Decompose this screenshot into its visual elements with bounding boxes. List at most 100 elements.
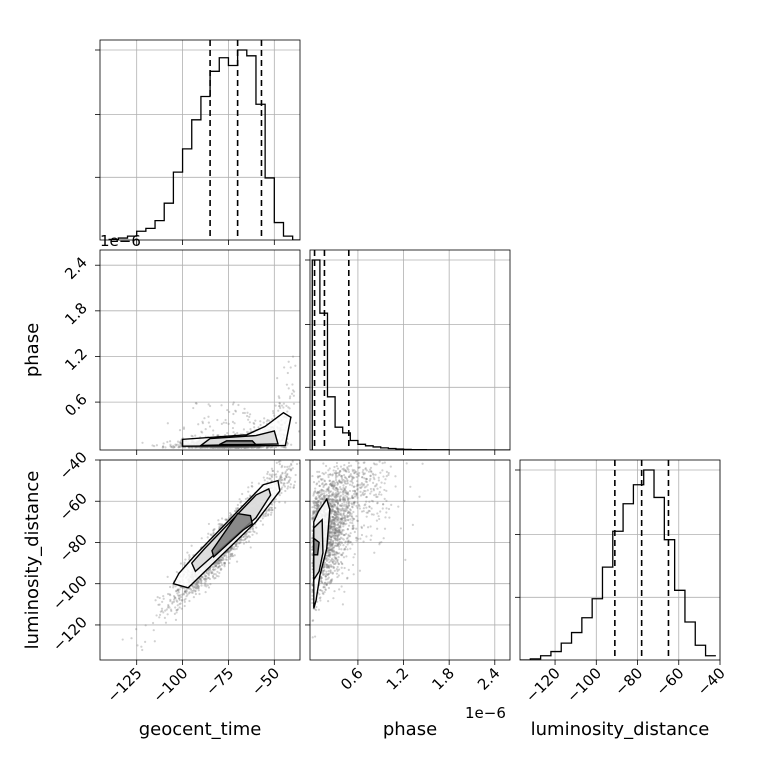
scatter-point: [322, 462, 324, 464]
scatter-point: [281, 465, 283, 467]
scatter-point: [229, 550, 231, 552]
scatter-point: [283, 482, 285, 484]
scatter-point: [207, 577, 209, 579]
scatter-point: [365, 507, 367, 509]
scatter-point: [282, 406, 284, 408]
scatter-point: [167, 422, 169, 424]
scatter-point: [159, 614, 161, 616]
scatter-point: [359, 538, 361, 540]
scatter-point: [262, 517, 264, 519]
scatter-point: [288, 465, 290, 467]
scatter-point: [271, 470, 273, 472]
scatter-point: [350, 532, 352, 534]
scatter-point: [248, 416, 250, 418]
scatter-point: [221, 423, 223, 425]
scatter-point: [161, 601, 163, 603]
scatter-point: [229, 512, 231, 514]
scatter-point: [292, 389, 294, 391]
scatter-point: [180, 596, 182, 598]
scatter-point: [213, 573, 215, 575]
scatter-point: [174, 596, 176, 598]
scatter-point: [167, 576, 169, 578]
scatter-point: [290, 483, 292, 485]
scatter-point: [169, 586, 171, 588]
scatter-point: [232, 403, 234, 405]
scatter-point: [279, 463, 281, 465]
scatter-point: [229, 555, 231, 557]
scatter-point: [204, 575, 206, 577]
scatter-point: [348, 462, 350, 464]
scatter-point: [263, 476, 265, 478]
scatter-point: [286, 384, 288, 386]
scatter-point: [240, 446, 242, 448]
scatter-point: [169, 444, 171, 446]
scatter-point: [136, 644, 138, 646]
scatter-point: [271, 468, 273, 470]
contour-level-2: [219, 441, 256, 445]
scatter-point: [277, 410, 279, 412]
scatter-point: [144, 641, 146, 643]
scatter-point: [249, 536, 251, 538]
scatter-point: [179, 429, 181, 431]
scatter-point: [212, 429, 214, 431]
scatter-point: [286, 482, 288, 484]
scatter-point: [290, 444, 292, 446]
scatter-point: [190, 588, 192, 590]
scatter-point: [180, 442, 182, 444]
scatter-point: [181, 608, 183, 610]
scatter-point: [228, 423, 230, 425]
scatter-point: [208, 523, 210, 525]
scatter-point: [164, 617, 166, 619]
scatter-point: [135, 628, 137, 630]
scatter-point: [257, 426, 259, 428]
scatter-point: [209, 583, 211, 585]
scatter-point: [270, 514, 272, 516]
scatter-point: [283, 484, 285, 486]
scatter-point: [184, 598, 186, 600]
scatter-point: [333, 466, 335, 468]
scatter-point: [179, 606, 181, 608]
scatter-point: [251, 534, 253, 536]
scatter-point: [156, 444, 158, 446]
scatter-point: [154, 640, 156, 642]
scatter-point: [293, 403, 295, 405]
scatter-point: [256, 446, 258, 448]
scatter-point: [229, 558, 231, 560]
scatter-point: [354, 531, 356, 533]
scatter-point: [153, 629, 155, 631]
scatter-point: [256, 532, 258, 534]
scatter-point: [185, 595, 187, 597]
scatter-point: [163, 598, 165, 600]
scatter-point: [290, 469, 292, 471]
scatter-point: [208, 572, 210, 574]
scatter-point: [183, 562, 185, 564]
scatter-point: [167, 605, 169, 607]
scatter-point: [180, 562, 182, 564]
scatter-point: [197, 423, 199, 425]
scatter-point: [216, 571, 218, 573]
scatter-point: [215, 565, 217, 567]
scatter-point: [277, 470, 279, 472]
scatter-point: [418, 496, 420, 498]
scatter-point: [236, 432, 238, 434]
scatter-point: [279, 477, 281, 479]
scatter-point: [275, 476, 277, 478]
scatter-point: [184, 558, 186, 560]
scatter-point: [275, 405, 277, 407]
scatter-point: [217, 575, 219, 577]
scatter-point: [286, 487, 288, 489]
scatter-point: [365, 535, 367, 537]
scatter-point: [201, 537, 203, 539]
scatter-point: [281, 472, 283, 474]
scatter-point: [237, 504, 239, 506]
scatter-point: [173, 598, 175, 600]
scatter-point: [289, 397, 291, 399]
scatter-point: [269, 478, 271, 480]
scatter-point: [281, 486, 283, 488]
scatter-point: [232, 427, 234, 429]
scatter-point: [237, 404, 239, 406]
scatter-point: [288, 480, 290, 482]
scatter-point: [205, 578, 207, 580]
scatter-point: [152, 622, 154, 624]
